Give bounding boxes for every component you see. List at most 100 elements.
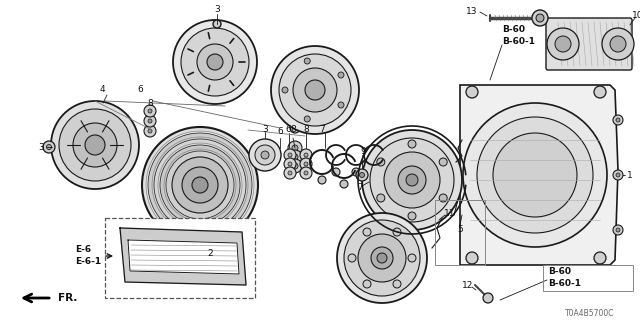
Circle shape — [304, 153, 308, 157]
Polygon shape — [460, 85, 618, 265]
Circle shape — [160, 145, 240, 225]
Text: B-60: B-60 — [502, 26, 525, 35]
Circle shape — [85, 135, 105, 155]
Circle shape — [616, 228, 620, 232]
Circle shape — [594, 86, 606, 98]
Circle shape — [398, 166, 426, 194]
Circle shape — [384, 152, 440, 208]
Circle shape — [255, 145, 275, 165]
Bar — [543, 265, 633, 291]
Circle shape — [466, 86, 478, 98]
Circle shape — [292, 145, 298, 151]
Circle shape — [148, 119, 152, 123]
Circle shape — [288, 171, 292, 175]
Circle shape — [73, 123, 117, 167]
Text: 8: 8 — [303, 125, 309, 134]
Circle shape — [493, 133, 577, 217]
Circle shape — [173, 20, 257, 104]
Circle shape — [408, 254, 416, 262]
Text: 7: 7 — [319, 125, 325, 134]
Text: 11: 11 — [444, 209, 456, 218]
FancyArrowPatch shape — [106, 254, 111, 258]
Circle shape — [356, 169, 368, 181]
Text: B-60-1: B-60-1 — [502, 36, 535, 45]
Bar — [105, 218, 255, 298]
Circle shape — [532, 10, 548, 26]
Text: T0A4B5700C: T0A4B5700C — [565, 308, 615, 317]
Circle shape — [249, 139, 281, 171]
Circle shape — [213, 20, 221, 28]
Circle shape — [613, 225, 623, 235]
Circle shape — [43, 141, 55, 153]
Text: 12: 12 — [462, 281, 474, 290]
Circle shape — [406, 174, 418, 186]
Circle shape — [338, 102, 344, 108]
Circle shape — [288, 162, 292, 166]
Polygon shape — [128, 240, 239, 274]
Circle shape — [144, 105, 156, 117]
Text: 5: 5 — [457, 226, 463, 235]
Circle shape — [466, 252, 478, 264]
Circle shape — [363, 280, 371, 288]
Circle shape — [142, 127, 258, 243]
Circle shape — [197, 44, 233, 80]
FancyBboxPatch shape — [546, 18, 632, 70]
Circle shape — [377, 253, 387, 263]
Circle shape — [555, 36, 571, 52]
Circle shape — [340, 180, 348, 188]
Polygon shape — [120, 228, 246, 285]
Circle shape — [358, 234, 406, 282]
Circle shape — [144, 115, 156, 127]
Circle shape — [288, 141, 302, 155]
Circle shape — [288, 159, 302, 173]
Circle shape — [261, 151, 269, 159]
Circle shape — [594, 252, 606, 264]
Circle shape — [477, 117, 593, 233]
Circle shape — [192, 177, 208, 193]
Text: 3: 3 — [262, 125, 268, 134]
Bar — [435, 200, 485, 265]
Text: E-6-1: E-6-1 — [75, 258, 101, 267]
Text: 9: 9 — [360, 148, 366, 156]
Circle shape — [348, 254, 356, 262]
Text: 13: 13 — [467, 7, 477, 17]
Text: 6: 6 — [137, 85, 143, 94]
Circle shape — [292, 154, 298, 160]
Circle shape — [547, 28, 579, 60]
Circle shape — [271, 46, 359, 134]
Circle shape — [536, 14, 544, 22]
Circle shape — [59, 109, 131, 181]
Circle shape — [337, 213, 427, 303]
Circle shape — [207, 54, 223, 70]
Text: FR.: FR. — [58, 293, 77, 303]
Circle shape — [463, 103, 607, 247]
Circle shape — [300, 158, 312, 170]
Circle shape — [292, 163, 298, 169]
Circle shape — [616, 118, 620, 122]
Circle shape — [290, 123, 300, 133]
Circle shape — [363, 228, 371, 236]
Circle shape — [51, 101, 139, 189]
Circle shape — [602, 28, 634, 60]
Circle shape — [360, 172, 365, 178]
Circle shape — [284, 167, 296, 179]
Circle shape — [393, 228, 401, 236]
Circle shape — [393, 280, 401, 288]
Circle shape — [282, 87, 288, 93]
Circle shape — [439, 158, 447, 166]
Text: 6: 6 — [277, 126, 283, 135]
Text: B-60: B-60 — [548, 268, 571, 276]
Circle shape — [148, 133, 252, 237]
Circle shape — [408, 212, 416, 220]
Circle shape — [148, 129, 152, 133]
Circle shape — [362, 130, 462, 230]
Text: E-6: E-6 — [75, 245, 91, 254]
Circle shape — [279, 54, 351, 126]
Circle shape — [293, 68, 337, 112]
Circle shape — [300, 149, 312, 161]
Circle shape — [148, 109, 152, 113]
Circle shape — [182, 167, 218, 203]
Circle shape — [483, 293, 493, 303]
Text: B-60-1: B-60-1 — [548, 278, 581, 287]
Text: 3: 3 — [38, 142, 44, 151]
